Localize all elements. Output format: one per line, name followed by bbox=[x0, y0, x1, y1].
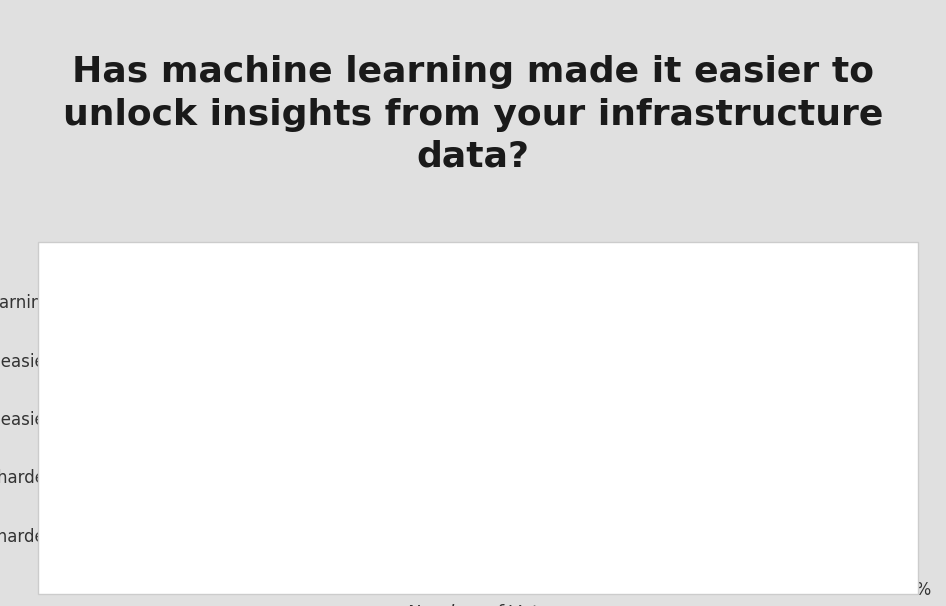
Bar bbox=[57, 345, 695, 375]
X-axis label: Number of Votes: Number of Votes bbox=[407, 604, 558, 606]
Bar bbox=[57, 404, 270, 433]
Text: Has machine learning made it easier to
unlock insights from your infrastructure
: Has machine learning made it easier to u… bbox=[62, 55, 884, 174]
